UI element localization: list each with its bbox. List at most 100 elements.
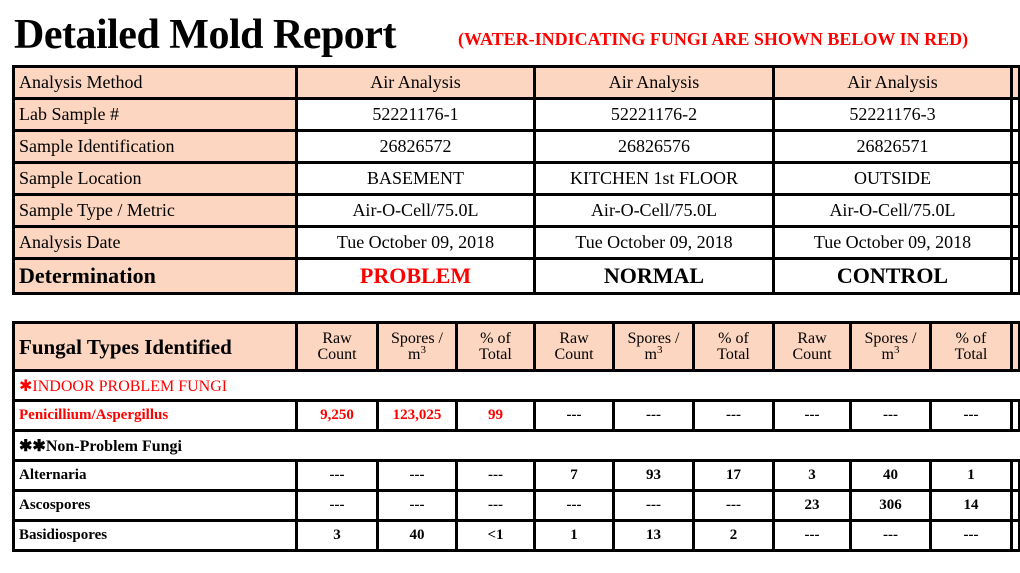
header-text: Total [954, 345, 988, 363]
fungus-value: --- [376, 459, 458, 492]
fungus-value: 123,025 [376, 399, 458, 432]
fungal-types-header: Fungal Types Identified [12, 321, 298, 372]
header-line: Total [462, 346, 529, 363]
header-row: Fungal Types Identified Raw Count Spores / m… [12, 321, 1020, 372]
fungus-name: Basidiospores [12, 519, 298, 552]
cut-off-cell [1010, 257, 1020, 295]
spores-per-m3-header: Spores / m3 [849, 321, 932, 372]
sample-value: 52221176-1 [295, 97, 536, 132]
cut-off-cell [1010, 321, 1020, 372]
fungus-value: --- [533, 399, 615, 432]
row-label: Lab Sample # [12, 97, 298, 132]
header-line: m3 [856, 343, 925, 363]
sample-value: Air-O-Cell/75.0L [295, 193, 536, 228]
cut-off-cell [1010, 459, 1020, 492]
cut-off-cell [1010, 399, 1020, 432]
sample-value: 52221176-2 [533, 97, 775, 132]
fungus-value: --- [692, 489, 775, 522]
fungus-name: Alternaria [12, 459, 298, 492]
determination-label: Determination [12, 257, 298, 295]
fungus-value: 17 [692, 459, 775, 492]
summary-row: Sample Type / Metric Air-O-Cell/75.0L Air-… [12, 193, 1020, 228]
fungus-value: 2 [692, 519, 775, 552]
summary-row: Analysis Date Tue October 09, 2018 Tue Oct… [12, 225, 1020, 260]
superscript: 3 [656, 343, 663, 356]
cut-off-cell [1010, 97, 1020, 132]
fungus-value: --- [772, 519, 852, 552]
row-label: Sample Location [12, 161, 298, 196]
header-line: Count [540, 346, 608, 363]
fungus-value: 13 [612, 519, 695, 552]
fungus-value: --- [692, 399, 775, 432]
header-text: Count [792, 345, 832, 363]
header-text: m [644, 345, 657, 363]
page-title: Detailed Mold Report [14, 12, 396, 58]
determination-value: PROBLEM [295, 257, 536, 295]
sample-value: Tue October 09, 2018 [772, 225, 1013, 260]
header-line: Raw [797, 329, 827, 347]
header-line: m3 [619, 343, 688, 363]
fungus-value: 40 [849, 459, 932, 492]
spores-per-m3-header: Spores / m3 [376, 321, 458, 372]
fungus-value: 1 [929, 459, 1013, 492]
fungus-value: 14 [929, 489, 1013, 522]
sample-value: Air Analysis [533, 65, 775, 100]
header-line: m3 [383, 343, 451, 363]
fungus-row: Basidiospores 3 40 <1 1 13 2 --- --- --- [12, 519, 1020, 552]
fungus-value: --- [612, 399, 695, 432]
cut-off-cell [1010, 519, 1020, 552]
cut-off-cell [1010, 489, 1020, 522]
sample-value: 26826571 [772, 129, 1013, 164]
cut-off-cell [1010, 129, 1020, 164]
header-line: Raw [559, 329, 589, 347]
header-text: Count [317, 345, 357, 363]
fungus-value: --- [455, 459, 536, 492]
fungus-value: 93 [612, 459, 695, 492]
percent-total-header: % of Total [455, 321, 536, 372]
fungus-value: 7 [533, 459, 615, 492]
header-line: Spores / [627, 329, 680, 347]
fungus-value: 306 [849, 489, 932, 522]
summary-row: Lab Sample #52221176-1 52221176-2 52221176… [12, 97, 1020, 132]
indoor-problem-section: ✱INDOOR PROBLEM FUNGI [12, 369, 1020, 402]
percent-total-header: % of Total [692, 321, 775, 372]
sample-value: Air-O-Cell/75.0L [533, 193, 775, 228]
fungus-value: 40 [376, 519, 458, 552]
row-label: Sample Type / Metric [12, 193, 298, 228]
sample-summary-table: Analysis Method Air Analysis Air Analysis A… [12, 65, 1020, 295]
header-line: % of [480, 329, 511, 347]
cut-off-cell [1010, 161, 1020, 196]
sample-value: 52221176-3 [772, 97, 1013, 132]
indoor-problem-section-label: ✱INDOOR PROBLEM FUNGI [12, 369, 1020, 402]
spores-per-m3-header: Spores / m3 [612, 321, 695, 372]
summary-row: Analysis Method Air Analysis Air Analysis A… [12, 65, 1020, 100]
sample-value: BASEMENT [295, 161, 536, 196]
fungus-value: --- [455, 489, 536, 522]
sample-value: 26826576 [533, 129, 775, 164]
non-problem-section: ✱✱Non-Problem Fungi [12, 429, 1020, 462]
determination-value: NORMAL [533, 257, 775, 295]
header-line: Spores / [391, 329, 443, 347]
fungus-value: --- [533, 489, 615, 522]
sample-value: Tue October 09, 2018 [295, 225, 536, 260]
superscript: 3 [893, 343, 900, 356]
raw-count-header: Raw Count [533, 321, 615, 372]
summary-row: Sample Identification 26826572 26826576 268… [12, 129, 1020, 164]
header-line: % of [955, 329, 987, 347]
superscript: 3 [420, 343, 426, 356]
sample-value: Air-O-Cell/75.0L [772, 193, 1013, 228]
header-line: Total [936, 345, 1006, 363]
sample-value: Air Analysis [772, 65, 1013, 100]
header-text: Total [717, 345, 750, 363]
fungus-value: --- [295, 489, 379, 522]
fungus-value: 3 [772, 459, 852, 492]
cut-off-cell [1010, 193, 1020, 228]
sample-value: Air Analysis [295, 65, 536, 100]
percent-total-header: % of Total [929, 321, 1013, 372]
fungus-value: --- [849, 519, 932, 552]
fungus-value: <1 [455, 519, 536, 552]
fungus-value: --- [612, 489, 695, 522]
header-line: Count [302, 345, 372, 363]
fungus-value: --- [929, 519, 1013, 552]
header-text: m [881, 345, 894, 363]
